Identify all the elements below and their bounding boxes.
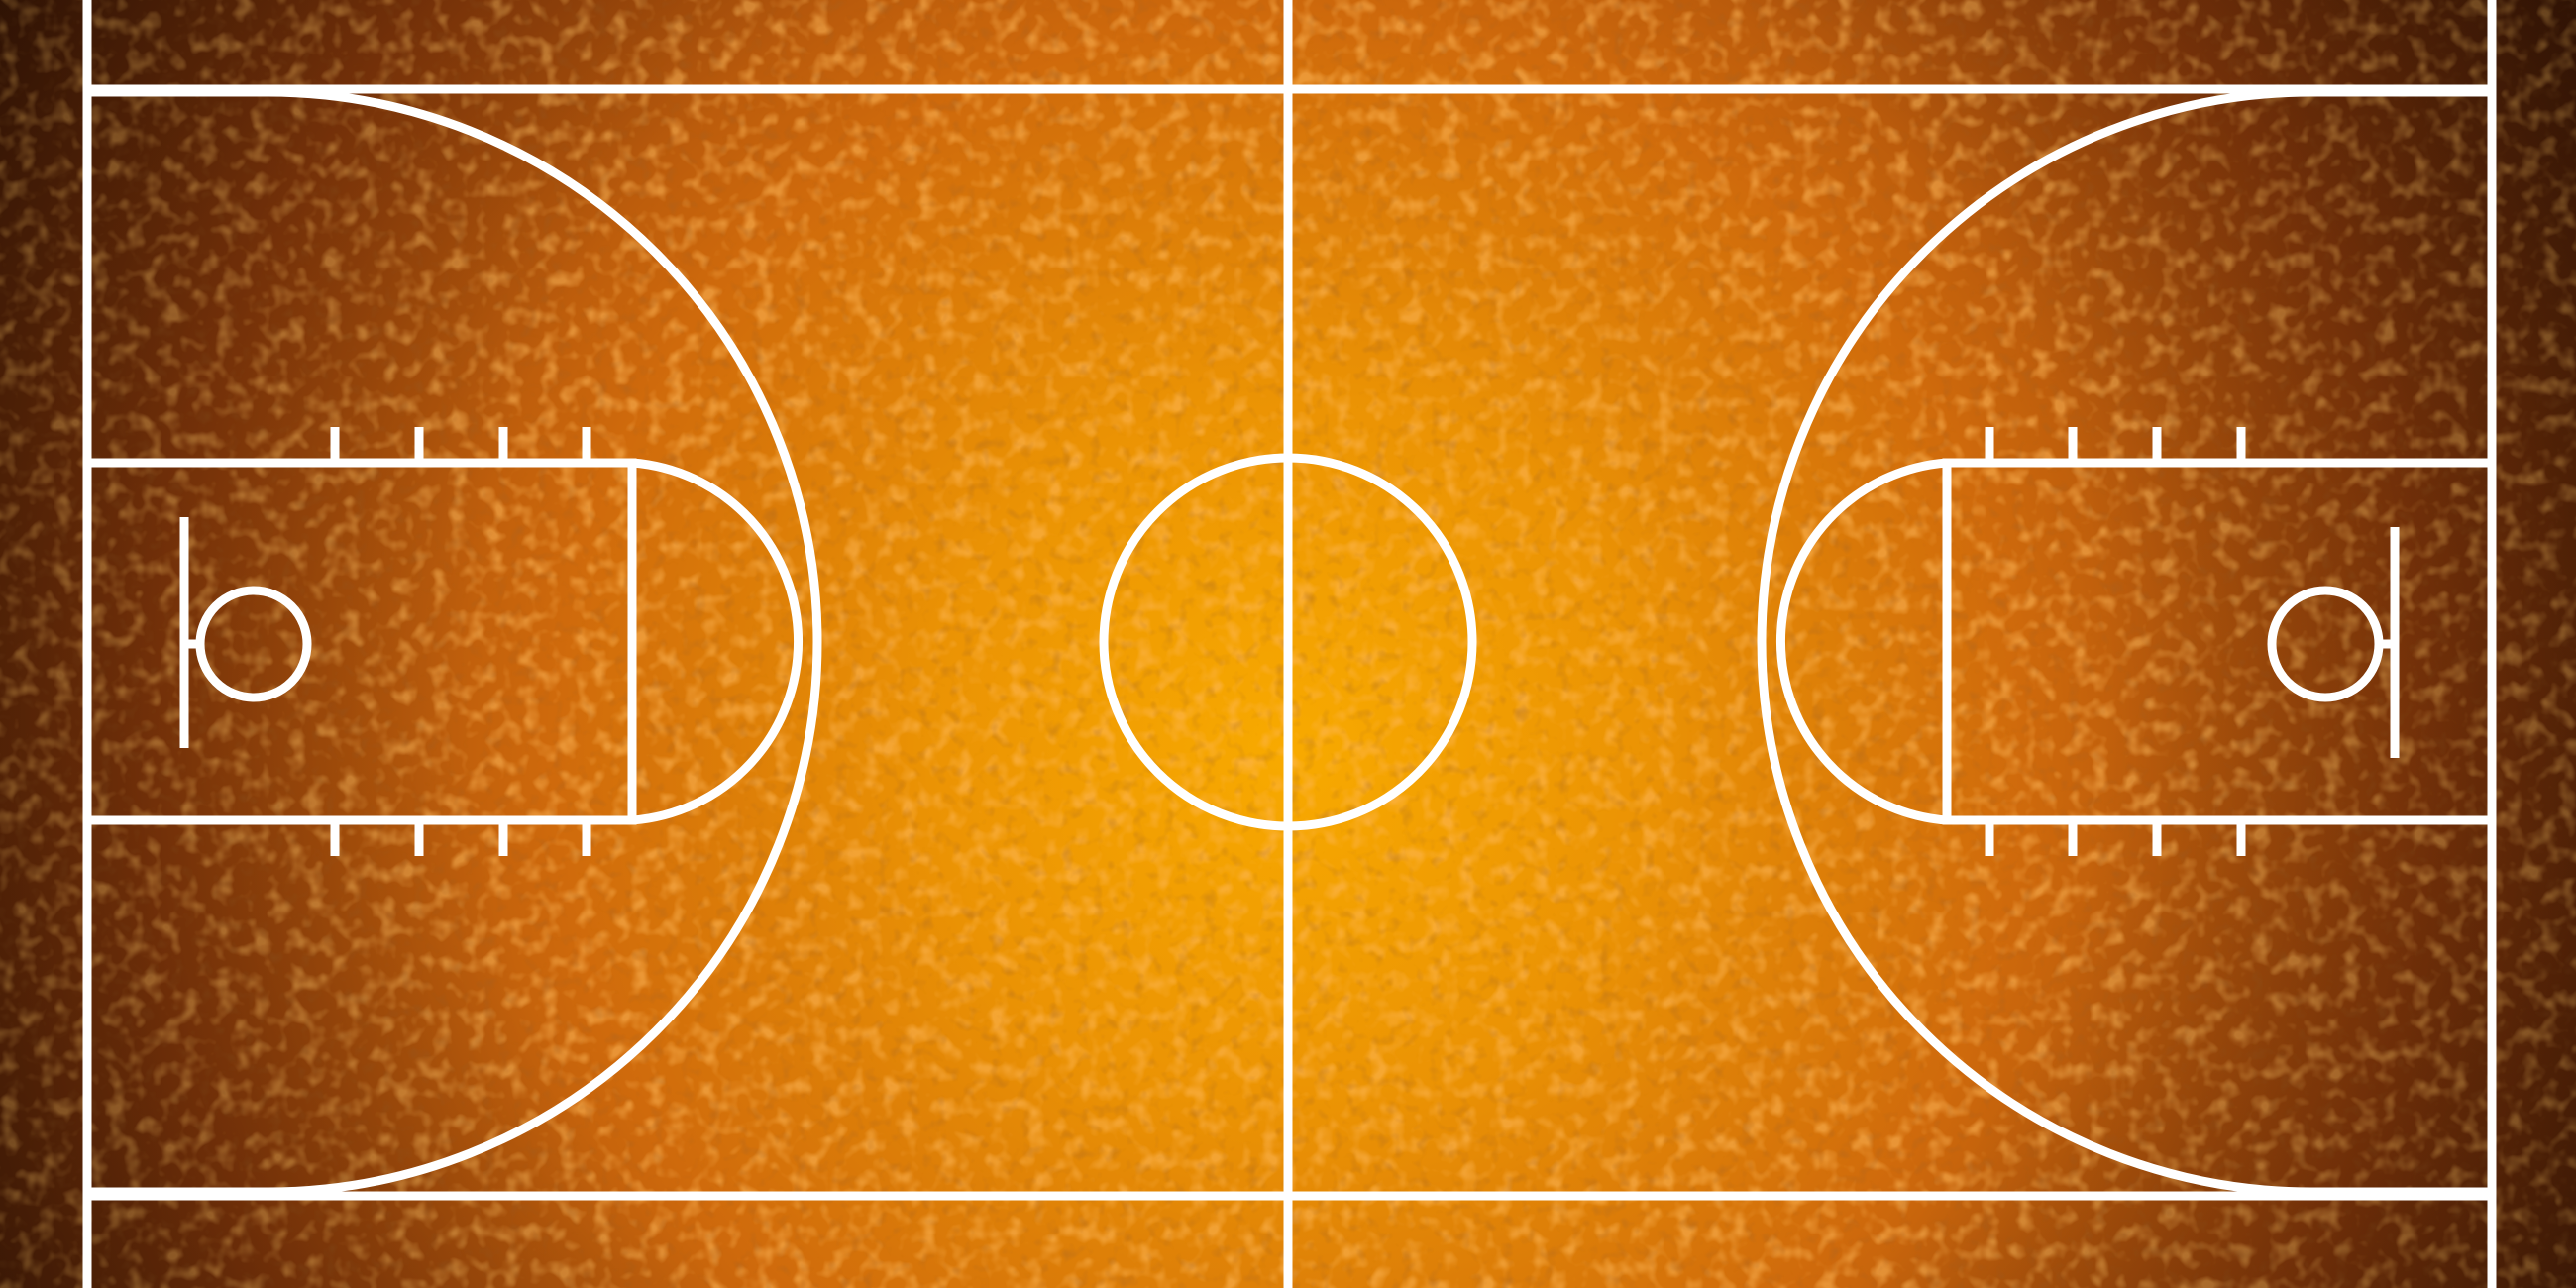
free-throw-lane-right: [1942, 458, 2492, 825]
lane-hash-marks-left: [330, 427, 591, 856]
three-point-arc-left: [87, 87, 822, 1197]
free-throw-circle-right: [1776, 458, 1948, 825]
three-point-arc-right: [1757, 87, 2492, 1197]
lane-hash-marks-right: [1985, 427, 2246, 856]
free-throw-circle-left: [631, 458, 803, 825]
free-throw-lane-left: [87, 458, 637, 825]
hoop-left: [195, 586, 312, 702]
hoop-right: [2267, 586, 2384, 702]
center-circle: [1099, 453, 1477, 831]
